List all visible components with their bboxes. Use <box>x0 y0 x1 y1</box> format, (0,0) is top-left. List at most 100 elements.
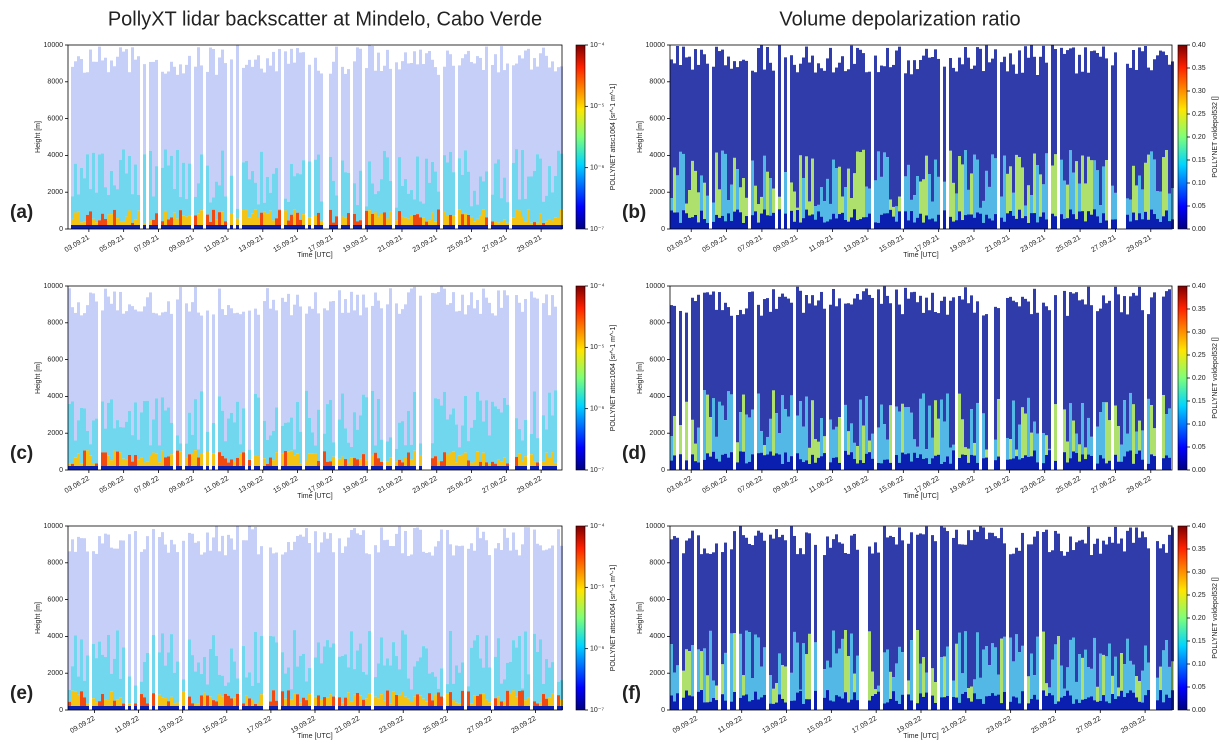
cell <box>1078 462 1081 470</box>
cell <box>152 706 155 710</box>
cell <box>173 706 176 710</box>
cell <box>784 703 787 710</box>
cell <box>946 394 949 457</box>
cell <box>383 225 386 229</box>
cell <box>395 303 398 448</box>
cell <box>98 536 101 641</box>
cell <box>440 668 443 696</box>
cell <box>796 416 799 454</box>
cell <box>506 538 509 663</box>
cell <box>733 212 736 229</box>
cell <box>377 466 380 470</box>
cell <box>937 313 940 419</box>
cell <box>506 405 509 464</box>
cell <box>889 67 892 199</box>
cell <box>137 311 140 439</box>
cell <box>1168 535 1171 667</box>
cell <box>95 466 98 470</box>
cell <box>955 193 958 220</box>
cell <box>1087 157 1090 211</box>
cell <box>811 400 814 454</box>
cell <box>374 545 377 677</box>
cell <box>152 313 155 419</box>
cell <box>239 444 242 453</box>
y-tick-label: 10000 <box>44 42 64 49</box>
cell <box>715 459 718 470</box>
cell <box>703 648 706 702</box>
cell <box>254 706 257 710</box>
cell <box>766 454 769 470</box>
cell <box>988 696 991 710</box>
cell <box>449 303 452 414</box>
cell <box>479 176 482 216</box>
cell <box>745 694 748 710</box>
y-tick-label: 2000 <box>649 189 665 196</box>
cell <box>1138 47 1141 175</box>
cell <box>260 225 263 229</box>
cell <box>1132 50 1135 166</box>
cell <box>727 391 730 457</box>
cell <box>745 61 748 198</box>
cell <box>359 706 362 710</box>
cell <box>1141 51 1144 189</box>
cell <box>68 466 71 470</box>
cell <box>299 535 302 656</box>
cell <box>715 700 718 710</box>
cell <box>416 706 419 710</box>
cell <box>1072 451 1075 470</box>
colorbar-tick-label: 10⁻⁴ <box>590 283 605 290</box>
cell <box>793 192 796 222</box>
cell <box>326 640 329 697</box>
cell <box>296 173 299 213</box>
cell <box>434 706 437 710</box>
cell <box>107 225 110 229</box>
cell <box>1102 166 1105 213</box>
cell <box>1090 696 1093 710</box>
cell <box>119 679 122 697</box>
cell <box>775 413 778 453</box>
cell <box>98 47 101 155</box>
cell <box>446 419 449 454</box>
cell <box>1054 461 1057 470</box>
cell <box>419 296 422 444</box>
cell <box>305 314 308 391</box>
cell <box>1138 538 1141 681</box>
colorbar-tick-label: 10⁻⁷ <box>590 707 604 714</box>
cell <box>428 552 431 673</box>
cell <box>404 445 407 458</box>
cell <box>724 65 727 154</box>
cell <box>290 418 293 451</box>
cell <box>850 634 853 700</box>
cell <box>1075 73 1078 161</box>
cell <box>128 411 131 455</box>
cell <box>275 71 278 168</box>
cell <box>161 225 164 229</box>
cell <box>488 303 491 435</box>
cell <box>745 198 748 216</box>
cell <box>143 64 146 154</box>
colorbar-tick-label: 0.40 <box>1192 283 1206 290</box>
cell <box>883 652 886 703</box>
cell <box>407 63 410 193</box>
cell <box>527 225 530 229</box>
cell <box>751 678 754 700</box>
cell <box>910 532 913 640</box>
cell <box>239 466 242 470</box>
cell <box>227 682 230 695</box>
cell <box>1006 438 1009 460</box>
cell <box>895 222 898 229</box>
cell <box>1084 183 1087 221</box>
cell <box>1108 644 1111 704</box>
cell <box>74 61 77 163</box>
cell <box>1009 297 1012 439</box>
cell <box>928 464 931 470</box>
cell <box>847 656 850 702</box>
cell <box>140 466 143 470</box>
cell <box>284 423 287 451</box>
cell <box>988 665 991 696</box>
cell <box>802 704 805 710</box>
cell <box>110 399 113 460</box>
cell <box>961 220 964 229</box>
cell <box>278 49 281 209</box>
cell <box>206 706 209 710</box>
